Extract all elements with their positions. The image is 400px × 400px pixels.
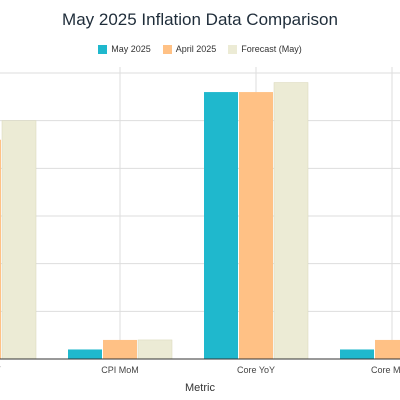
x-axis-label: Metric [185, 382, 215, 394]
bar-forecast-may-2 [273, 82, 309, 360]
bar-april-2025-1 [103, 339, 137, 359]
legend-item-april: April 2025 [162, 44, 217, 54]
bar-forecast-may-1 [137, 339, 173, 360]
x-tick-label: CPI YoY [0, 365, 1, 375]
legend-swatch-april [162, 44, 172, 54]
legend-label-forecast: Forecast (May) [241, 44, 302, 54]
bar-may-2025-1 [68, 349, 102, 359]
bar-april-2025-0 [0, 139, 1, 359]
legend-label-may: May 2025 [111, 44, 151, 54]
x-tick-label: Core YoY [237, 365, 275, 375]
bar-may-2025-2 [204, 92, 238, 360]
bar-april-2025-3 [375, 339, 400, 359]
bar-forecast-may-0 [1, 120, 37, 360]
chart-legend: May 2025 April 2025 Forecast (May) [0, 44, 400, 54]
legend-item-may: May 2025 [98, 44, 151, 54]
legend-label-april: April 2025 [175, 44, 217, 54]
x-tick-label: CPI MoM [101, 365, 139, 375]
legend-item-forecast: Forecast (May) [228, 44, 302, 54]
x-tick-label: Core MoM [371, 365, 400, 375]
bar-april-2025-2 [239, 92, 273, 360]
legend-swatch-forecast [228, 44, 238, 54]
legend-swatch-may [98, 44, 108, 54]
bar-may-2025-3 [340, 349, 374, 359]
chart-title: May 2025 Inflation Data Comparison [62, 10, 338, 29]
